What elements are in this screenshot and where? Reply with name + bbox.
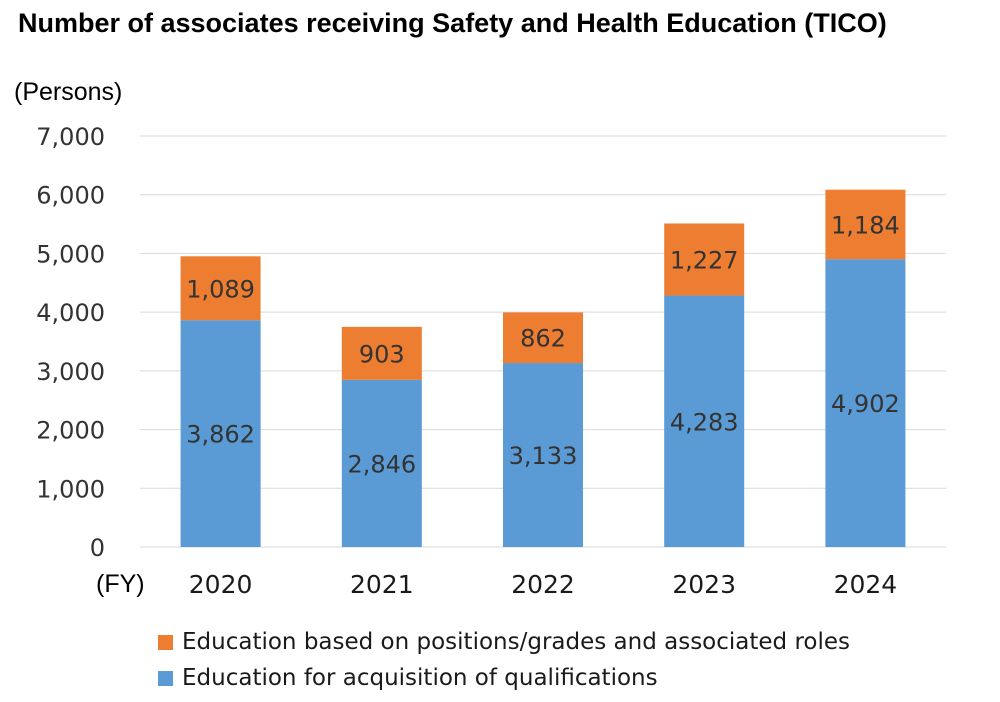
data-label: 4,902 (831, 390, 900, 418)
x-tick-label: 2020 (189, 570, 253, 599)
x-tick-label: 2024 (834, 570, 898, 599)
y-tick-label: 5,000 (36, 240, 105, 268)
legend-swatch-qualifications (158, 670, 173, 686)
data-label: 3,133 (509, 442, 578, 470)
legend-item-positions: Education based on positions/grades and … (158, 624, 850, 660)
y-axis-label: (Persons) (14, 78, 123, 106)
x-tick-label: 2022 (511, 570, 575, 599)
data-label: 862 (520, 325, 566, 353)
chart-title: Number of associates receiving Safety an… (18, 8, 887, 38)
legend-label-qualifications: Education for acquisition of qualificati… (182, 665, 658, 691)
data-label: 2,846 (347, 450, 416, 478)
y-tick-label: 1,000 (36, 475, 105, 503)
x-tick-label: 2023 (672, 570, 736, 599)
bar-qualifications (503, 363, 583, 547)
bar-positions (180, 256, 261, 321)
bar-positions (825, 189, 906, 260)
bar-positions (664, 223, 745, 296)
bar-positions (341, 326, 422, 380)
y-tick-label: 7,000 (36, 123, 105, 151)
data-label: 1,184 (831, 211, 900, 239)
data-label: 1,227 (670, 247, 739, 275)
y-tick-label: 3,000 (36, 358, 105, 386)
data-label: 903 (359, 340, 405, 368)
legend-swatch-positions (158, 634, 173, 650)
y-tick-label: 2,000 (36, 417, 105, 445)
y-tick-label: 6,000 (36, 182, 105, 210)
bar-qualifications (180, 320, 261, 547)
data-label: 1,089 (186, 275, 255, 303)
bar-qualifications (664, 295, 745, 547)
legend-label-positions: Education based on positions/grades and … (182, 629, 851, 655)
x-axis-label: (FY) (96, 570, 145, 598)
bar-qualifications (825, 259, 906, 547)
x-tick-label: 2021 (350, 570, 414, 599)
legend-item-qualifications: Education for acquisition of qualificati… (158, 660, 850, 696)
y-tick-label: 0 (90, 534, 105, 562)
data-label: 4,283 (670, 408, 739, 436)
bar-positions (503, 312, 583, 364)
bar-qualifications (341, 379, 422, 547)
legend: Education based on positions/grades and … (158, 624, 850, 696)
y-tick-label: 4,000 (36, 299, 105, 327)
data-label: 3,862 (186, 421, 255, 449)
